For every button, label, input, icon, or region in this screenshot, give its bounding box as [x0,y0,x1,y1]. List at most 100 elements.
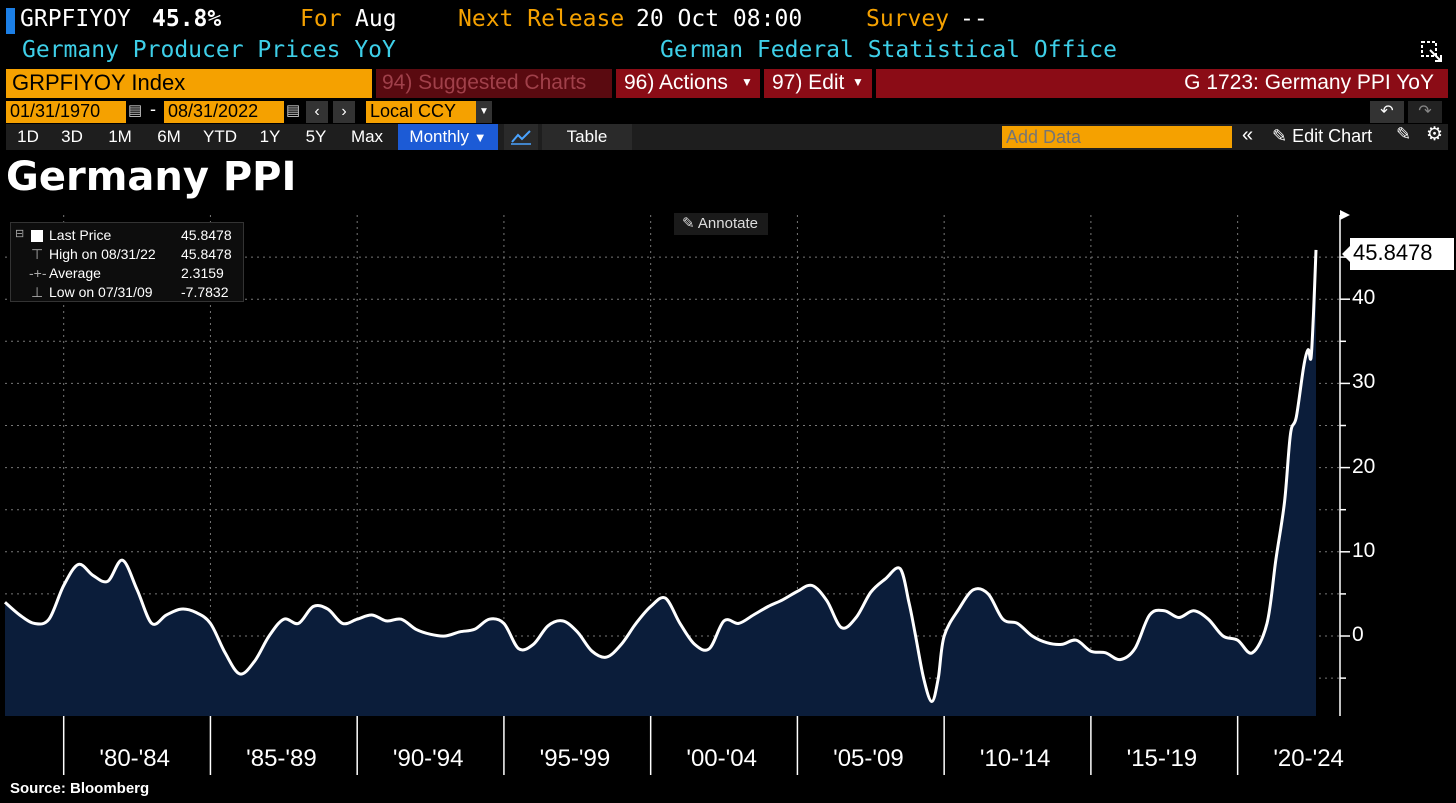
chart-id-bar: G 1723: Germany PPI YoY [876,69,1448,98]
last-value-tag-text: 45.8478 [1353,240,1433,265]
edit-icon[interactable]: ✎ [1396,124,1412,144]
low-marker-icon: ⊥ [31,284,44,300]
suggested-charts-label: 94) Suggested Charts [382,71,587,94]
calendar-icon[interactable]: ▤ [286,102,301,119]
legend-average-value: 2.3159 [181,265,224,281]
currency-text: Local CCY [370,101,457,121]
popout-icon[interactable] [1420,40,1444,64]
chevron-left-icon: ‹ [314,103,320,120]
for-value: Aug [355,6,397,32]
legend-high-label: High on 08/31/22 [49,246,156,262]
next-period-button[interactable]: › [333,101,355,123]
table-button[interactable]: Table [542,124,632,150]
edit-chart-button[interactable]: ✎ Edit Chart [1272,126,1372,148]
legend-low-label: Low on 07/31/09 [49,284,153,300]
ticker-marker [6,8,15,34]
collapse-icon[interactable]: « [1242,124,1254,146]
x-tick-label: '80-'84 [99,745,170,772]
x-tick-label: '05-'09 [833,745,904,772]
suggested-charts-button[interactable]: 94) Suggested Charts [376,69,612,98]
chart-axis [62,210,1350,775]
legend-swatch [31,230,43,242]
line-chart-icon [511,130,531,145]
x-tick-label: '20-'24 [1273,745,1344,772]
period-button-1m[interactable]: 1M [108,127,132,146]
redo-icon: ↷ [1418,103,1432,120]
pencil-icon: ✎ [682,215,695,232]
footer-source: Source: Bloomberg [10,780,150,797]
legend-high-value: 45.8478 [181,246,232,262]
next-release-value: 20 Oct 08:00 [636,6,803,32]
last-value: 45.8% [152,6,222,32]
period-button-1y[interactable]: 1Y [259,127,281,146]
edit-chart-label: Edit Chart [1292,126,1373,146]
x-tick-label: '15-'19 [1126,745,1198,772]
period-button-5y[interactable]: 5Y [305,127,327,146]
for-label: For [300,6,342,32]
y-tick-label: 0 [1352,623,1364,646]
series-line [4,249,1318,704]
x-tick-label: '95-'99 [539,745,611,772]
ticker-symbol: GRPFIYOY [20,6,131,32]
chevron-right-icon: › [341,103,347,120]
period-button-max[interactable]: Max [350,127,384,146]
next-release-label: Next Release [458,6,625,32]
description: Germany Producer Prices YoY [22,37,396,63]
chart-type-button[interactable] [504,124,538,150]
undo-button[interactable]: ↶ [1370,101,1404,123]
x-tick-label: '85-'89 [246,745,317,772]
date-separator: - [150,99,156,119]
chevron-down-icon: ▼ [473,130,487,145]
survey-value: -- [960,6,988,32]
y-tick-label: 40 [1352,286,1376,310]
chevron-down-icon: ▼ [741,75,753,89]
end-date-text: 08/31/2022 [168,101,259,121]
start-date-field[interactable]: 01/31/1970 [6,101,126,123]
y-tick-label: 20 [1352,454,1376,478]
axis-arrow [1340,210,1350,220]
edit-label: 97) Edit [772,71,845,94]
source-agency: German Federal Statistical Office [660,37,1117,63]
redo-button[interactable]: ↷ [1408,101,1442,123]
calendar-icon[interactable]: ▤ [128,102,143,119]
legend-box: ⊟ Last Price 45.8478 ⊤ High on 08/31/22 … [10,222,244,302]
chart-title: Germany PPI [6,154,297,200]
high-marker-icon: ⊤ [31,246,44,262]
x-tick-label: '90-'94 [392,745,464,772]
currency-select[interactable]: Local CCY ▼ [366,101,492,123]
undo-icon: ↶ [1380,103,1394,120]
legend-low-value: -7.7832 [181,284,229,300]
period-button-1d[interactable]: 1D [17,127,39,146]
period-button-6m[interactable]: 6M [157,127,181,146]
survey-label: Survey [866,6,950,32]
start-date-text: 01/31/1970 [10,101,101,121]
annotate-label: Annotate [697,215,758,232]
period-button-3d[interactable]: 3D [61,127,83,146]
period-button-ytd[interactable]: YTD [203,127,237,146]
legend-last-value: 45.8478 [181,227,232,243]
frequency-select[interactable]: Monthly ▼ [398,124,498,150]
add-data-input[interactable] [1002,126,1232,148]
chevron-down-icon: ▼ [476,101,492,123]
legend-last-label: Last Price [49,227,112,243]
frequency-label: Monthly [409,127,469,146]
annotate-button[interactable]: ✎ Annotate [674,213,768,235]
edit-button[interactable]: 97) Edit ▼ [764,69,872,98]
security-field[interactable]: GRPFIYOY Index [6,69,372,98]
actions-button[interactable]: 96) Actions ▼ [616,69,760,98]
gear-icon[interactable]: ⚙ [1426,124,1444,145]
average-marker-icon: -+- [29,265,47,281]
chevron-down-icon: ▼ [852,75,864,89]
y-tick-label: 30 [1352,370,1376,394]
prev-period-button[interactable]: ‹ [306,101,328,123]
table-label: Table [566,127,608,146]
legend-average-label: Average [49,265,101,281]
chart-id: G 1723: Germany PPI YoY [1184,71,1434,94]
y-tick-label: 10 [1352,538,1376,562]
end-date-field[interactable]: 08/31/2022 [164,101,284,123]
actions-label: 96) Actions [624,71,728,94]
pencil-icon: ✎ [1272,126,1288,146]
collapse-square-icon[interactable]: ⊟ [15,228,25,240]
x-tick-label: '10-'14 [979,745,1051,772]
security-field-text: GRPFIYOY Index [12,70,186,95]
